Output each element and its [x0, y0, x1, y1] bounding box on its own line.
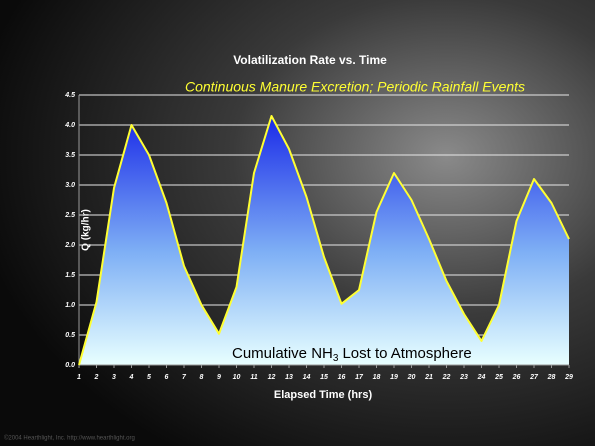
x-tick-label: 24: [477, 374, 486, 381]
x-tick-label: 17: [355, 374, 364, 381]
chart-subtitle: Continuous Manure Excretion; Periodic Ra…: [185, 79, 525, 95]
x-tick-label: 3: [112, 374, 116, 381]
y-tick-label: 3.5: [65, 152, 75, 159]
annotation: Cumulative NH3 Lost to Atmosphere: [232, 345, 472, 364]
x-tick-label: 23: [459, 374, 468, 381]
x-tick-label: 27: [529, 374, 539, 381]
footer: ©2004 Hearthlight, Inc. http://www.heart…: [4, 435, 135, 442]
x-tick-label: 6: [165, 374, 169, 381]
annotation-text: Cumulative NH: [232, 345, 333, 362]
x-tick-label: 13: [285, 374, 293, 381]
y-tick-label: 3.0: [65, 182, 75, 189]
y-tick-label: 0.0: [65, 362, 75, 369]
x-tick-label: 16: [338, 374, 346, 381]
y-tick-label: 4.0: [64, 122, 75, 129]
y-tick-label: 0.5: [65, 332, 75, 339]
y-axis-label: Q (kg/hr): [81, 209, 92, 251]
x-tick-label: 29: [564, 374, 573, 381]
x-tick-label: 18: [373, 374, 381, 381]
x-tick-label: 12: [268, 374, 276, 381]
x-tick-label: 4: [129, 374, 134, 381]
y-tick-label: 2.5: [64, 212, 75, 219]
x-tick-label: 10: [233, 374, 241, 381]
x-tick-label: 22: [442, 374, 451, 381]
area-line: [78, 115, 570, 366]
y-tick-label: 1.5: [65, 272, 75, 279]
plot-area: 0.00.51.01.52.02.53.03.54.04.51 2 3 4 5 6 7 8 9 1…: [64, 92, 573, 381]
x-tick-label: 8: [200, 374, 204, 381]
x-tick-label: 5: [147, 374, 151, 381]
x-tick-label: 1: [77, 374, 81, 381]
y-tick-label: 1.0: [65, 302, 75, 309]
x-tick-label: 19: [390, 374, 398, 381]
x-tick-label: 20: [407, 374, 416, 381]
x-axis-label: Elapsed Time (hrs): [274, 389, 373, 401]
x-tick-label: 2: [94, 374, 99, 381]
y-tick-label: 4.5: [64, 92, 75, 99]
annotation-subscript: 3: [333, 353, 339, 364]
x-tick-label: 7: [182, 374, 187, 381]
x-tick-label: 25: [494, 374, 503, 381]
area-fill: [79, 116, 569, 365]
x-tick-label: 28: [547, 374, 556, 381]
x-tick-label: 11: [250, 374, 257, 381]
x-tick-label: 14: [303, 374, 311, 381]
x-tick-label: 26: [512, 374, 521, 381]
x-tick-label: 21: [424, 374, 433, 381]
annotation-text: Lost to Atmosphere: [342, 345, 471, 362]
x-tick-label: 15: [320, 374, 328, 381]
chart-title: Volatilization Rate vs. Time: [233, 53, 387, 67]
x-tick-label: 9: [217, 374, 221, 381]
y-tick-label: 2.0: [64, 242, 75, 249]
